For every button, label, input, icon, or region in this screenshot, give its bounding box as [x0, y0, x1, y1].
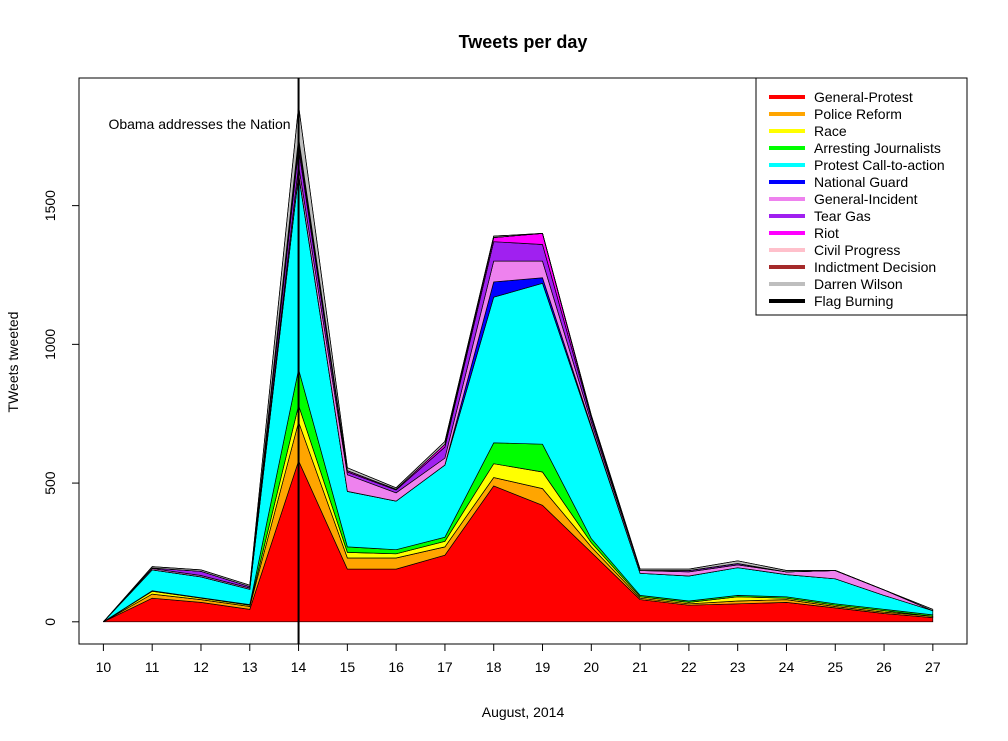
x-tick-label-6: 16 [388, 659, 404, 675]
area-series-12 [103, 105, 933, 623]
x-axis: 10 11 12 13 14 15 16 17 18 19 20 21 22 23 24 25 26 27 [96, 643, 941, 675]
x-axis-label: August, 2014 [482, 704, 565, 720]
x-tick-label-4: 14 [291, 659, 307, 675]
x-tick-label-0: 10 [96, 659, 112, 675]
y-tick-label-0: 0 [42, 618, 58, 626]
legend-label-12: Flag Burning [814, 293, 893, 309]
x-tick-label-13: 23 [730, 659, 746, 675]
legend-label-3: Arresting Journalists [814, 140, 941, 156]
chart-title: Tweets per day [459, 32, 588, 52]
legend-label-0: General-Protest [814, 89, 913, 105]
x-tick-label-8: 18 [486, 659, 502, 675]
x-tick-label-3: 13 [242, 659, 258, 675]
legend-label-10: Indictment Decision [814, 259, 936, 275]
stacked-areas [103, 105, 934, 623]
y-axis-label: TWeets tweeted [5, 312, 21, 413]
x-tick-label-11: 21 [632, 659, 648, 675]
annotation-group: Obama addresses the Nation [108, 78, 300, 644]
legend-label-5: National Guard [814, 174, 908, 190]
legend-label-1: Police Reform [814, 106, 902, 122]
y-tick-label-1: 500 [42, 471, 58, 495]
legend-label-8: Riot [814, 225, 839, 241]
y-axis: 0 500 1000 1500 [42, 190, 80, 626]
x-tick-label-16: 26 [876, 659, 892, 675]
legend-label-7: Tear Gas [814, 208, 871, 224]
y-tick-label-3: 1500 [42, 190, 58, 221]
x-tick-label-9: 19 [535, 659, 551, 675]
legend-label-9: Civil Progress [814, 242, 900, 258]
x-tick-label-7: 17 [437, 659, 453, 675]
x-tick-label-10: 20 [584, 659, 600, 675]
y-tick-label-2: 1000 [42, 329, 58, 360]
x-tick-label-14: 24 [779, 659, 795, 675]
legend-label-4: Protest Call-to-action [814, 157, 945, 173]
annotation-label: Obama addresses the Nation [108, 116, 290, 132]
legend-label-6: General-Incident [814, 191, 918, 207]
x-tick-label-17: 27 [925, 659, 941, 675]
x-tick-label-1: 11 [145, 659, 160, 675]
legend-box [755, 77, 968, 316]
x-tick-label-15: 25 [827, 659, 843, 675]
x-tick-label-5: 15 [340, 659, 356, 675]
x-tick-label-2: 12 [193, 659, 209, 675]
legend-label-2: Race [814, 123, 847, 139]
legend-label-11: Darren Wilson [814, 276, 903, 292]
x-tick-label-12: 22 [681, 659, 697, 675]
